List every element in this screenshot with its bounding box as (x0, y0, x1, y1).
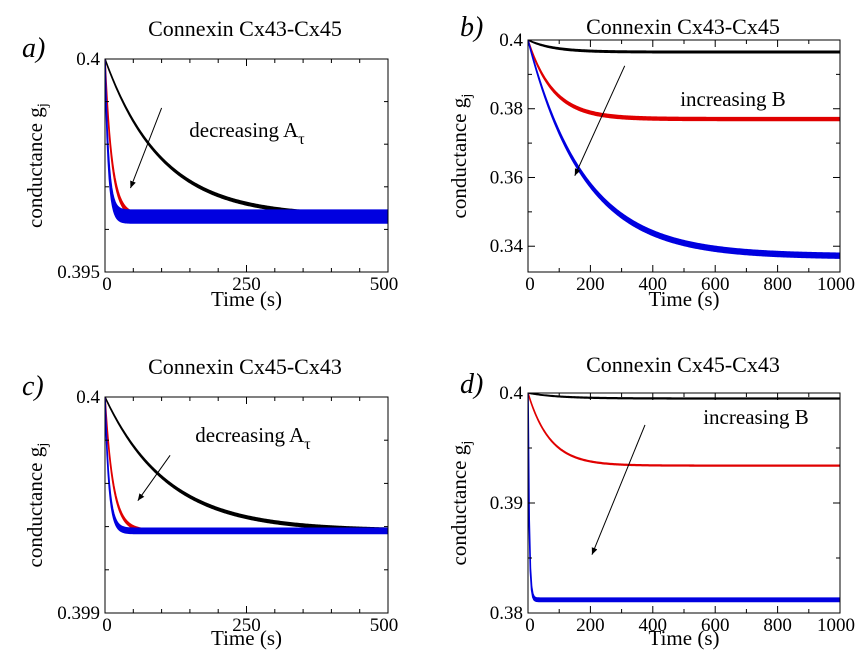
series-line-c-0 (105, 397, 388, 532)
annotation-text-b: increasing B (680, 87, 786, 111)
x-axis-label-c: Time (s) (211, 626, 282, 650)
y-axis-label-d: conductance gj (447, 441, 475, 566)
y-tick-label-c: 0.4 (76, 387, 100, 408)
series-line-b-2 (528, 40, 840, 259)
chart-panel-d: 0 200 400 600 800 1000 0.38 0.39 0.4 d) Connexin C… (447, 352, 855, 650)
annotation-text-c: decreasing Aτ (195, 423, 311, 453)
x-tick-label-d: 1000 (817, 615, 855, 636)
annotation-arrow-b (574, 65, 626, 176)
y-axis-label-c: conductance gj (23, 443, 51, 568)
y-tick-label-d: 0.4 (499, 383, 523, 404)
x-tick-label-b: 200 (576, 274, 605, 295)
x-tick-label-d: 200 (576, 615, 605, 636)
x-tick-label-a: 500 (370, 274, 399, 295)
panel-label-d: d) (460, 369, 483, 400)
x-tick-label-d: 600 (701, 615, 730, 636)
y-tick-label-b: 0.34 (490, 236, 524, 257)
x-tick-label-a: 0 (102, 274, 112, 295)
series-line-b-0 (528, 40, 840, 54)
y-tick-label-b: 0.38 (490, 99, 523, 120)
annotation-text-a: decreasing Aτ (189, 118, 305, 148)
x-tick-label-a: 250 (232, 274, 261, 295)
series-line-a-2 (105, 59, 388, 224)
chart-panel-a: 0 250 500 0.395 0.4 a) Connexin Cx43-Cx45 Time … (22, 16, 398, 311)
chart-panel-c: 0 250 500 0.399 0.4 c) Connexin Cx45-Cx43 Time … (22, 354, 398, 650)
panel-label-c: c) (22, 371, 44, 402)
x-tick-label-d: 400 (639, 615, 668, 636)
y-tick-label-d: 0.39 (490, 493, 523, 514)
y-tick-label-a: 0.4 (76, 49, 100, 70)
x-tick-label-b: 0 (525, 274, 535, 295)
panel-label-b: b) (460, 12, 483, 43)
y-axis-label-a: conductance gj (23, 103, 51, 228)
annotation-text-d: increasing B (703, 405, 809, 429)
x-axis-label-d: Time (s) (649, 626, 720, 650)
series-line-d-1 (528, 393, 840, 467)
x-tick-label-b: 600 (701, 274, 730, 295)
y-tick-label-d: 0.38 (490, 603, 523, 624)
x-tick-label-c: 250 (232, 615, 261, 636)
x-tick-label-c: 0 (102, 615, 112, 636)
series-line-c-2 (105, 397, 388, 535)
series-line-a-0 (105, 59, 388, 218)
x-axis-label-a: Time (s) (211, 287, 282, 311)
series-line-b-1 (528, 40, 840, 122)
x-tick-label-d: 0 (525, 615, 535, 636)
x-tick-label-b: 1000 (817, 274, 855, 295)
chart-title-a: Connexin Cx43-Cx45 (148, 16, 342, 41)
y-tick-label-b: 0.4 (499, 30, 523, 51)
annotation-arrow-a (130, 107, 163, 189)
y-tick-label-c: 0.399 (57, 603, 100, 624)
chart-title-b: Connexin Cx43-Cx45 (586, 14, 780, 39)
series-line-d-0 (528, 393, 840, 400)
x-tick-label-d: 800 (763, 615, 792, 636)
series-line-d-2 (528, 393, 840, 603)
annotation-arrow-c (137, 455, 171, 501)
plot-frame-a (104, 58, 389, 273)
x-tick-label-b: 800 (763, 274, 792, 295)
panel-label-a: a) (22, 33, 45, 64)
plot-frame-b (527, 39, 841, 273)
x-tick-label-c: 500 (370, 615, 399, 636)
y-tick-label-b: 0.36 (490, 167, 523, 188)
chart-panel-b: 0 200 400 600 800 1000 0.34 0.36 0.38 0.4 b) Connex… (447, 12, 855, 311)
x-tick-label-b: 400 (639, 274, 668, 295)
y-axis-label-b: conductance gj (447, 94, 475, 219)
y-tick-label-a: 0.395 (57, 262, 100, 283)
chart-title-c: Connexin Cx45-Cx43 (148, 354, 342, 379)
chart-title-d: Connexin Cx45-Cx43 (586, 352, 780, 377)
x-axis-label-b: Time (s) (649, 287, 720, 311)
annotation-arrow-d (591, 424, 646, 555)
